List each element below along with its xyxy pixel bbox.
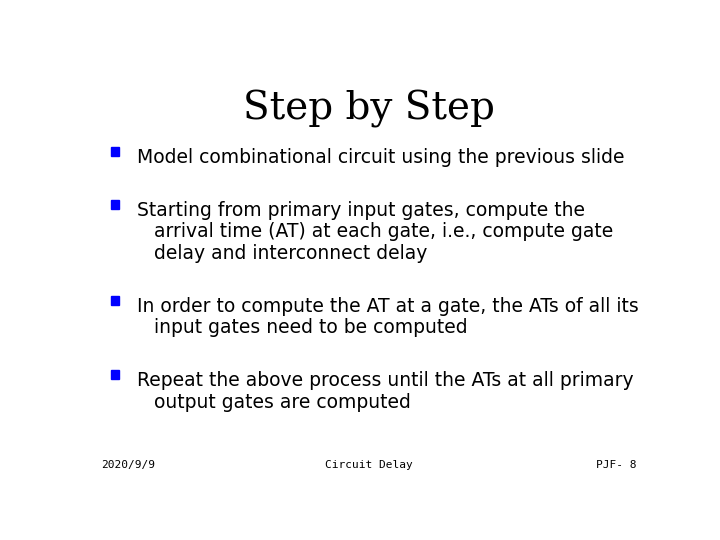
Text: 2020/9/9: 2020/9/9 — [101, 460, 156, 470]
Bar — [111, 147, 119, 156]
Text: input gates need to be computed: input gates need to be computed — [154, 319, 468, 338]
Bar — [111, 199, 119, 208]
Text: PJF- 8: PJF- 8 — [596, 460, 637, 470]
Text: arrival time (AT) at each gate, i.e., compute gate: arrival time (AT) at each gate, i.e., co… — [154, 222, 613, 241]
Text: Step by Step: Step by Step — [243, 90, 495, 128]
Bar — [111, 295, 119, 305]
Text: Starting from primary input gates, compute the: Starting from primary input gates, compu… — [138, 201, 585, 220]
Text: In order to compute the AT at a gate, the ATs of all its: In order to compute the AT at a gate, th… — [138, 297, 639, 316]
Text: Model combinational circuit using the previous slide: Model combinational circuit using the pr… — [138, 148, 625, 167]
Text: output gates are computed: output gates are computed — [154, 393, 411, 412]
Text: Repeat the above process until the ATs at all primary: Repeat the above process until the ATs a… — [138, 371, 634, 390]
Bar — [111, 370, 119, 379]
Text: delay and interconnect delay: delay and interconnect delay — [154, 244, 428, 263]
Text: Circuit Delay: Circuit Delay — [325, 460, 413, 470]
